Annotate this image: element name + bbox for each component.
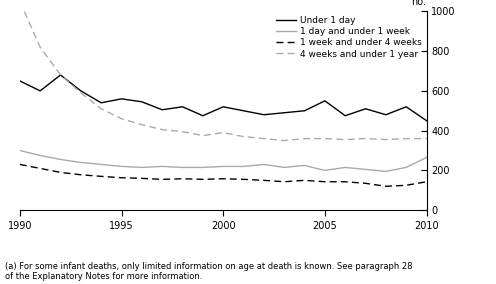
- Text: (a) For some infant deaths, only limited information on age at death is known. S: (a) For some infant deaths, only limited…: [5, 262, 413, 281]
- Text: no.: no.: [412, 0, 427, 7]
- Legend: Under 1 day, 1 day and under 1 week, 1 week and under 4 weeks, 4 weeks and under: Under 1 day, 1 day and under 1 week, 1 w…: [276, 16, 422, 59]
